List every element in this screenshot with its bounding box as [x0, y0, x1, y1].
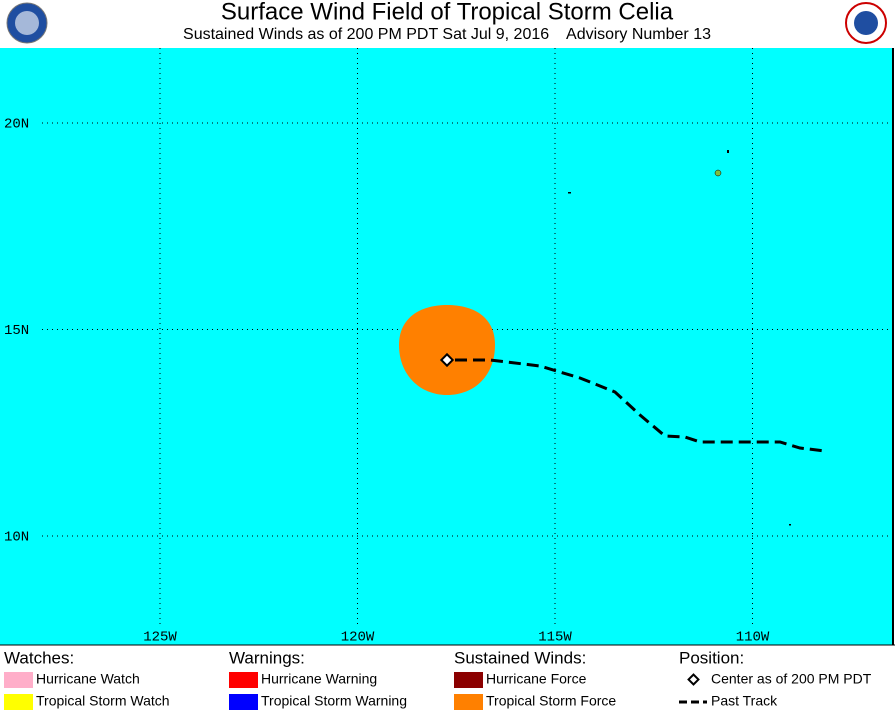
legend-label: Hurricane Force [486, 671, 587, 687]
island [714, 169, 722, 177]
legend-center-icon [687, 673, 700, 686]
legend-label: Hurricane Warning [261, 671, 377, 687]
tropical-storm-wind-field [399, 305, 495, 395]
latitude-label: 20N [4, 117, 29, 133]
storm-center [439, 352, 455, 368]
longitude-label: 120W [341, 630, 375, 646]
legend-heading: Sustained Winds: [454, 648, 586, 667]
island [789, 524, 791, 526]
legend-label: Past Track [711, 693, 778, 709]
island [727, 150, 729, 153]
legend-swatch [4, 672, 33, 688]
legend-swatch [454, 694, 483, 710]
legend-label: Tropical Storm Warning [261, 693, 407, 709]
past-track [455, 358, 826, 453]
longitude-label: 110W [736, 630, 770, 646]
legend-heading: Watches: [4, 648, 74, 667]
longitude-label: 115W [538, 630, 572, 646]
title: Surface Wind Field of Tropical Storm Cel… [221, 0, 674, 25]
legend-swatch [229, 694, 258, 710]
legend-heading: Position: [679, 648, 744, 667]
island [568, 192, 571, 194]
nws-logo-inner [854, 11, 878, 35]
noaa-logo-inner [15, 11, 39, 35]
subtitle: Sustained Winds as of 200 PM PDT Sat Jul… [183, 26, 711, 43]
legend-label: Tropical Storm Watch [36, 693, 170, 709]
latitude-label: 15N [4, 323, 29, 339]
latitude-label: 10N [4, 530, 29, 546]
legend-swatch [454, 672, 483, 688]
longitude-label: 125W [143, 630, 177, 646]
legend-swatch [229, 672, 258, 688]
legend-swatch [4, 694, 33, 710]
legend-label: Tropical Storm Force [486, 693, 616, 709]
legend-label: Hurricane Watch [36, 671, 140, 687]
legend-label: Center as of 200 PM PDT [711, 671, 872, 687]
legend-heading: Warnings: [229, 648, 305, 667]
